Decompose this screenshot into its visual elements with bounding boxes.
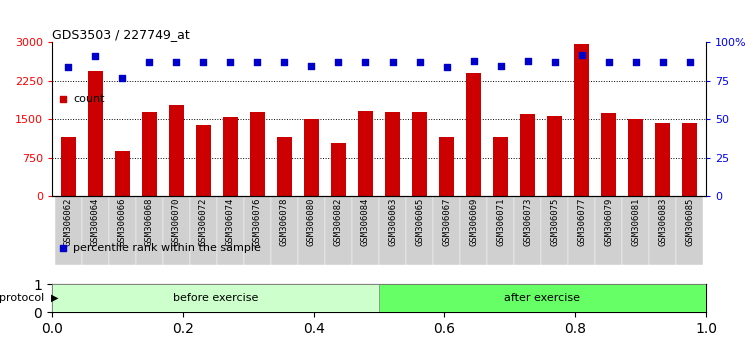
Bar <box>683 123 697 196</box>
Bar <box>520 114 535 196</box>
Point <box>306 63 318 68</box>
Bar <box>629 119 643 196</box>
Bar <box>623 196 650 265</box>
Point <box>333 59 345 65</box>
Bar <box>277 137 292 196</box>
Bar <box>88 71 103 196</box>
Bar <box>352 196 379 265</box>
Point <box>225 59 237 65</box>
Point <box>387 59 399 65</box>
Point <box>116 75 128 81</box>
Bar <box>493 137 508 196</box>
Point <box>252 59 264 65</box>
Point <box>441 64 453 70</box>
Bar <box>596 196 623 265</box>
Text: GDS3503 / 227749_at: GDS3503 / 227749_at <box>52 28 190 41</box>
Bar <box>379 196 406 265</box>
Point <box>522 58 534 64</box>
Bar <box>650 196 676 265</box>
Bar <box>569 196 596 265</box>
Bar <box>136 196 163 265</box>
Bar <box>575 44 589 196</box>
Point <box>170 59 182 65</box>
Point <box>576 52 588 58</box>
Point <box>414 59 426 65</box>
Bar <box>109 196 136 265</box>
Bar <box>358 110 373 196</box>
Bar <box>169 105 184 196</box>
Point <box>549 59 561 65</box>
Bar <box>439 137 454 196</box>
Bar <box>412 112 427 196</box>
Bar <box>433 196 460 265</box>
Text: after exercise: after exercise <box>505 293 581 303</box>
Point <box>62 64 74 70</box>
Point <box>89 53 101 59</box>
Bar <box>460 196 487 265</box>
Point <box>495 63 507 68</box>
Point <box>657 59 669 65</box>
Bar <box>304 119 319 196</box>
Point <box>57 338 69 344</box>
Bar <box>142 112 157 196</box>
Bar <box>379 284 706 312</box>
Point <box>198 59 210 65</box>
Bar <box>466 73 481 196</box>
Bar <box>244 196 271 265</box>
Text: before exercise: before exercise <box>173 293 258 303</box>
Bar <box>82 196 109 265</box>
Bar <box>196 125 211 196</box>
Bar <box>115 152 130 196</box>
Point <box>683 59 695 65</box>
Bar <box>331 143 346 196</box>
Bar <box>61 137 76 196</box>
Bar <box>656 123 670 196</box>
Point <box>360 59 372 65</box>
Bar <box>55 196 82 265</box>
Bar <box>385 112 400 196</box>
Text: count: count <box>73 94 104 104</box>
Bar <box>223 117 238 196</box>
Bar <box>217 196 244 265</box>
Point <box>630 59 642 65</box>
Text: percentile rank within the sample: percentile rank within the sample <box>73 243 261 253</box>
Text: protocol: protocol <box>0 293 44 303</box>
Bar <box>52 284 379 312</box>
Bar <box>190 196 217 265</box>
Bar <box>676 196 703 265</box>
Bar <box>541 196 569 265</box>
Point <box>57 321 69 327</box>
Bar <box>487 196 514 265</box>
Point <box>143 59 155 65</box>
Bar <box>514 196 541 265</box>
Point <box>468 58 480 64</box>
Bar <box>406 196 433 265</box>
Bar <box>325 196 352 265</box>
Bar <box>547 116 562 196</box>
Point <box>603 59 615 65</box>
Bar <box>163 196 190 265</box>
Bar <box>271 196 298 265</box>
Bar <box>298 196 325 265</box>
Bar <box>250 112 265 196</box>
Text: ▶: ▶ <box>50 293 58 303</box>
Bar <box>602 113 616 196</box>
Point <box>279 59 291 65</box>
